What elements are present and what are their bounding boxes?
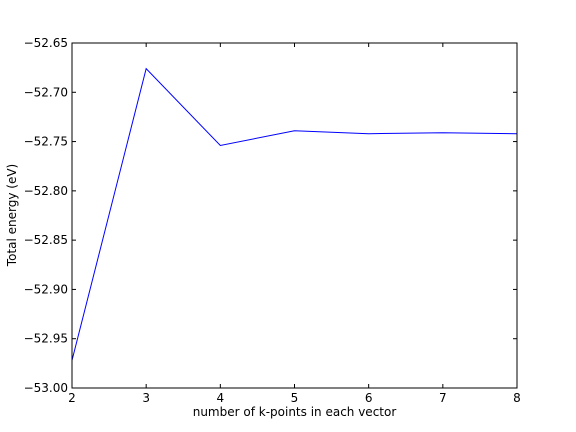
y-tick-label: −52.95 bbox=[24, 332, 68, 346]
series-line-1 bbox=[71, 67, 518, 361]
y-tick-label: −52.85 bbox=[24, 233, 68, 247]
y-axis-ticks: −53.00 −52.95 −52.90 −52.85 −52.80 −52.75 −52.… bbox=[24, 36, 517, 395]
y-tick-label: −52.65 bbox=[24, 36, 68, 50]
y-tick-label: −53.00 bbox=[24, 381, 68, 395]
x-tick-label: 4 bbox=[217, 391, 225, 405]
axes-frame bbox=[71, 42, 518, 389]
x-axis-ticks: 2 3 4 5 6 7 8 bbox=[68, 43, 521, 405]
y-tick-label: −52.70 bbox=[24, 85, 68, 99]
y-tick-label: −52.75 bbox=[24, 135, 68, 149]
x-tick-label: 5 bbox=[291, 391, 299, 405]
plot-frame bbox=[71, 42, 518, 389]
y-tick-label: −52.80 bbox=[24, 184, 68, 198]
x-axis-label: number of k-points in each vector bbox=[193, 405, 397, 419]
x-tick-label: 6 bbox=[365, 391, 373, 405]
x-tick-label: 7 bbox=[439, 391, 447, 405]
x-tick-label: 2 bbox=[68, 391, 76, 405]
y-tick-label: −52.90 bbox=[24, 282, 68, 296]
plot-content bbox=[71, 67, 518, 361]
x-tick-label: 3 bbox=[142, 391, 150, 405]
y-axis-label: Total energy (eV) bbox=[5, 164, 19, 267]
x-tick-label: 8 bbox=[513, 391, 521, 405]
